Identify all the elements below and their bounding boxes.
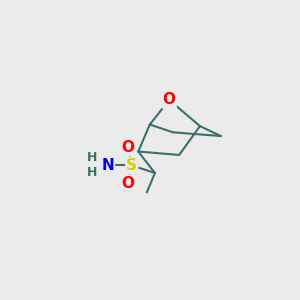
Text: O: O bbox=[121, 140, 134, 155]
Text: H: H bbox=[87, 151, 97, 164]
Text: S: S bbox=[126, 158, 137, 173]
Text: O: O bbox=[163, 92, 176, 107]
Text: H: H bbox=[87, 167, 97, 179]
Text: O: O bbox=[121, 176, 134, 190]
Text: N: N bbox=[101, 158, 114, 173]
